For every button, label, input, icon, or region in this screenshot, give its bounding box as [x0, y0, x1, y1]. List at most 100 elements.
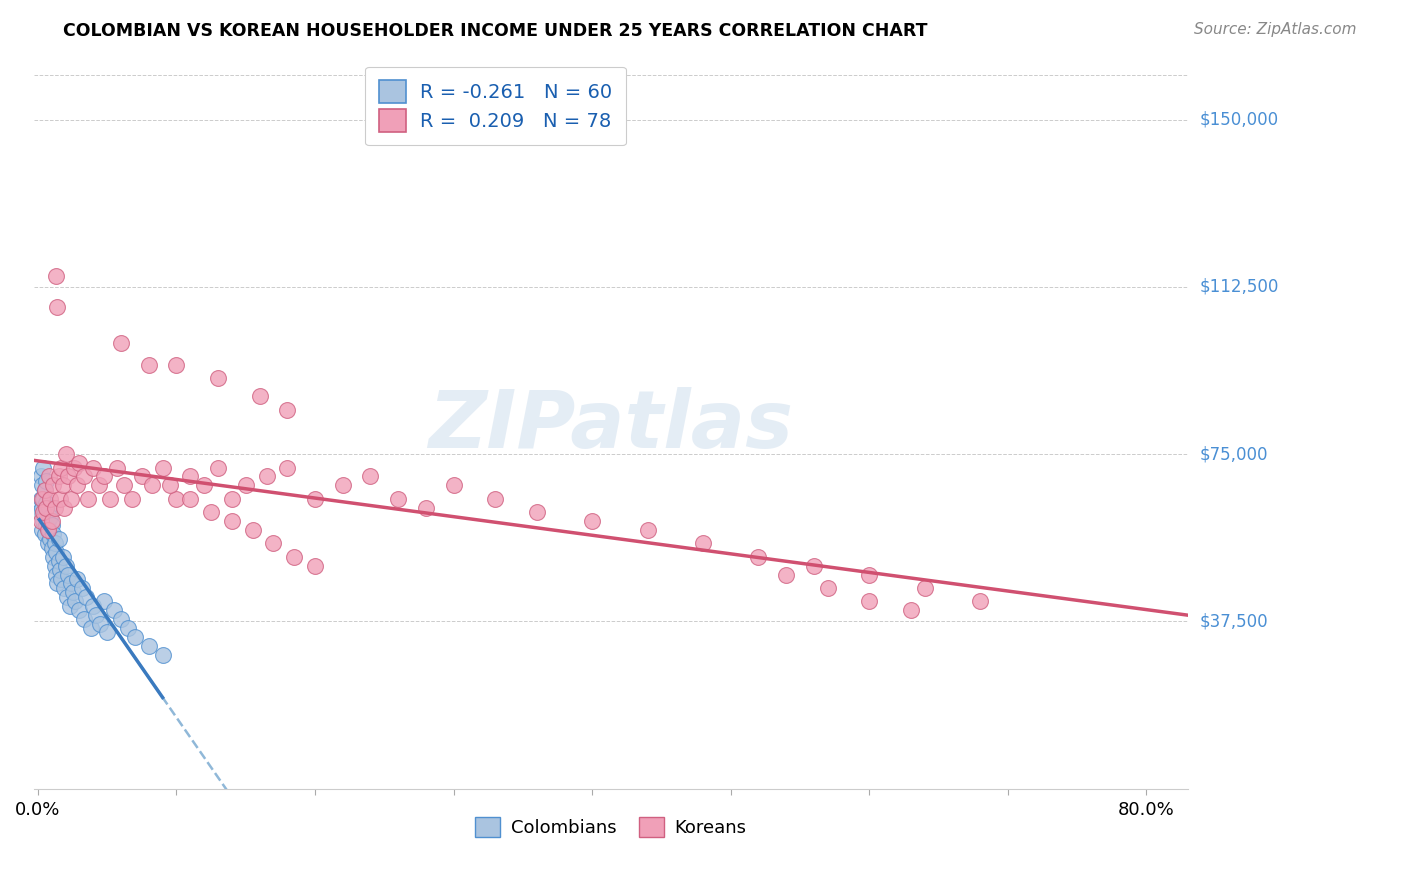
Point — [138, 358, 160, 372]
Point — [30, 469, 52, 483]
Point — [637, 523, 659, 537]
Point — [112, 478, 135, 492]
Point — [39, 532, 62, 546]
Point — [207, 371, 229, 385]
Point — [803, 558, 825, 573]
Point — [66, 572, 89, 586]
Text: $112,500: $112,500 — [1199, 278, 1278, 296]
Point — [63, 460, 86, 475]
Point — [39, 491, 62, 506]
Point — [53, 581, 76, 595]
Point — [235, 478, 257, 492]
Point — [37, 523, 59, 537]
Point — [692, 536, 714, 550]
Point — [82, 599, 104, 613]
Point — [46, 300, 69, 314]
Point — [56, 590, 79, 604]
Point — [32, 514, 55, 528]
Point — [44, 536, 66, 550]
Point — [72, 469, 94, 483]
Point — [42, 549, 65, 564]
Point — [32, 491, 55, 506]
Point — [747, 549, 769, 564]
Point — [152, 648, 174, 662]
Point — [59, 599, 82, 613]
Point — [72, 581, 94, 595]
Point — [55, 447, 77, 461]
Point — [69, 456, 91, 470]
Point — [581, 514, 603, 528]
Point — [46, 576, 69, 591]
Point — [55, 558, 77, 573]
Point — [49, 563, 72, 577]
Point — [58, 469, 80, 483]
Point — [775, 567, 797, 582]
Point — [242, 523, 264, 537]
Point — [42, 527, 65, 541]
Point — [138, 639, 160, 653]
Point — [58, 567, 80, 582]
Point — [28, 505, 51, 519]
Point — [76, 491, 98, 506]
Point — [304, 491, 326, 506]
Text: ZIPatlas: ZIPatlas — [429, 387, 793, 466]
Point — [48, 469, 70, 483]
Point — [38, 523, 60, 537]
Point — [89, 616, 111, 631]
Point — [42, 478, 65, 492]
Point — [38, 469, 60, 483]
Point — [117, 621, 139, 635]
Point — [817, 581, 839, 595]
Text: COLOMBIAN VS KOREAN HOUSEHOLDER INCOME UNDER 25 YEARS CORRELATION CHART: COLOMBIAN VS KOREAN HOUSEHOLDER INCOME U… — [63, 22, 928, 40]
Point — [484, 491, 506, 506]
Point — [34, 505, 56, 519]
Point — [35, 518, 58, 533]
Point — [37, 536, 59, 550]
Point — [34, 527, 56, 541]
Point — [72, 612, 94, 626]
Point — [207, 460, 229, 475]
Point — [35, 500, 58, 515]
Point — [221, 514, 243, 528]
Point — [41, 518, 63, 533]
Point — [249, 389, 271, 403]
Point — [52, 549, 75, 564]
Point — [79, 621, 101, 635]
Point — [131, 469, 153, 483]
Point — [32, 460, 55, 475]
Point — [914, 581, 936, 595]
Text: $150,000: $150,000 — [1199, 111, 1278, 128]
Point — [31, 478, 53, 492]
Point — [110, 612, 132, 626]
Point — [103, 603, 125, 617]
Point — [98, 491, 121, 506]
Point — [443, 478, 465, 492]
Point — [276, 460, 298, 475]
Point — [166, 491, 188, 506]
Point — [82, 460, 104, 475]
Point — [96, 625, 118, 640]
Point — [179, 491, 201, 506]
Point — [900, 603, 922, 617]
Point — [51, 460, 73, 475]
Point — [52, 478, 75, 492]
Point — [53, 500, 76, 515]
Point — [60, 491, 83, 506]
Text: Source: ZipAtlas.com: Source: ZipAtlas.com — [1194, 22, 1357, 37]
Point — [152, 460, 174, 475]
Point — [159, 478, 181, 492]
Point — [256, 469, 278, 483]
Point — [124, 630, 146, 644]
Point — [49, 491, 72, 506]
Point — [75, 590, 97, 604]
Point — [62, 585, 84, 599]
Point — [360, 469, 382, 483]
Point — [969, 594, 991, 608]
Point — [166, 358, 188, 372]
Point — [110, 335, 132, 350]
Point — [858, 594, 880, 608]
Point — [858, 567, 880, 582]
Point — [48, 532, 70, 546]
Point — [141, 478, 163, 492]
Point — [38, 500, 60, 515]
